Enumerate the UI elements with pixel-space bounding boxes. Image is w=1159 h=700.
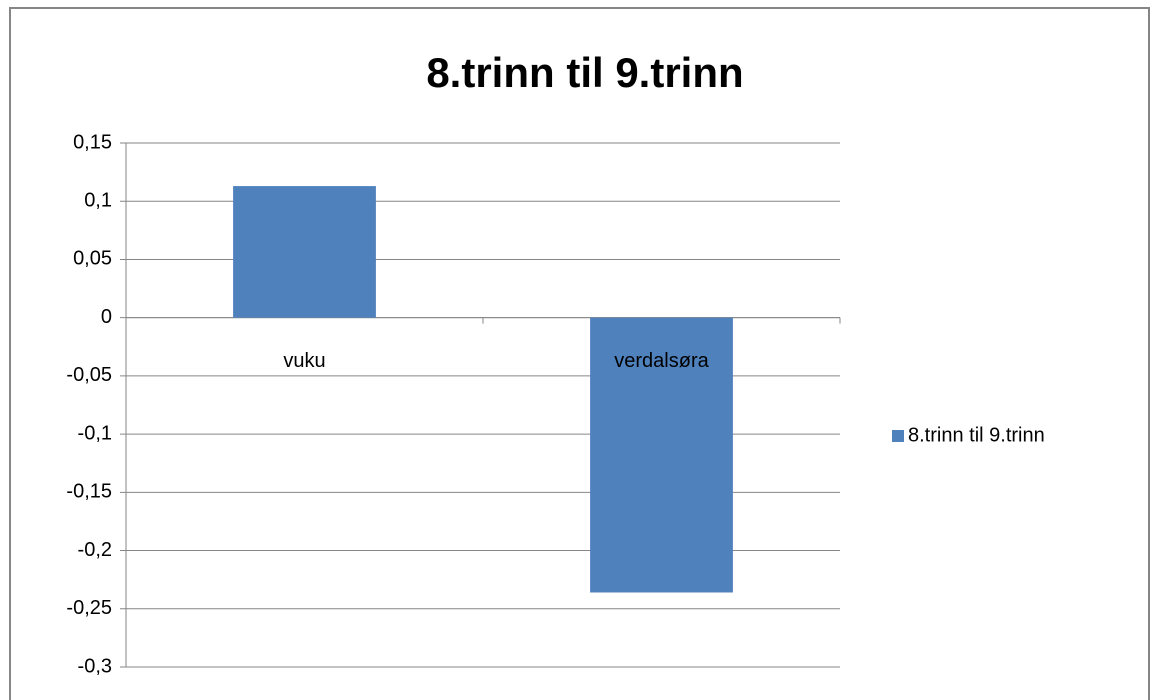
y-tick-label: -0,3 [78, 655, 112, 677]
legend-swatch [892, 430, 904, 442]
bar [590, 317, 733, 593]
legend-label: 8.trinn til 9.trinn [908, 424, 1045, 446]
x-tick-label: verdalsøra [614, 350, 709, 372]
chart-border [9, 7, 1150, 700]
y-tick-label: 0,15 [73, 131, 112, 153]
y-tick-label: 0 [101, 306, 112, 328]
y-tick-label: -0,2 [78, 539, 112, 561]
chart-title: 8.trinn til 9.trinn [426, 49, 743, 96]
bar [233, 186, 376, 318]
x-tick-label: vuku [283, 350, 325, 372]
y-tick-label: -0,25 [66, 597, 112, 619]
y-tick-label: -0,05 [66, 364, 112, 386]
y-tick-label: 0,1 [84, 190, 112, 212]
y-tick-label: -0,1 [78, 422, 112, 444]
y-tick-label: -0,15 [66, 481, 112, 503]
y-tick-label: 0,05 [73, 248, 112, 270]
